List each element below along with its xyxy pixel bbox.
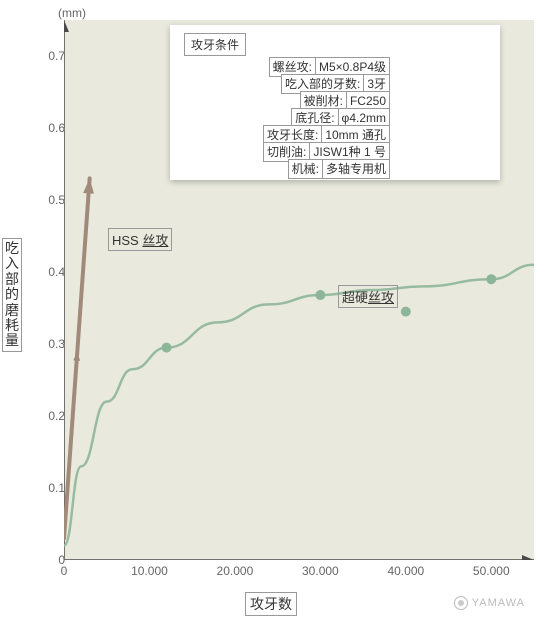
info-row: 底孔径:φ4.2mm bbox=[291, 108, 390, 126]
series-hss-label: HSS 丝攻 bbox=[108, 228, 172, 251]
info-box: 攻牙条件 螺丝攻:M5×0.8P4级吃入部的牙数:3牙被削材:FC250底孔径:… bbox=[170, 25, 500, 180]
watermark-text: YAMAWA bbox=[472, 597, 525, 609]
info-key: 机械: bbox=[288, 159, 323, 179]
info-row: 螺丝攻:M5×0.8P4级 bbox=[269, 57, 390, 75]
info-row: 被削材:FC250 bbox=[300, 91, 390, 109]
x-tick-label: 0 bbox=[61, 564, 68, 578]
y-tick-label: 0.4 bbox=[25, 265, 65, 279]
x-tick-label: 20.000 bbox=[217, 564, 254, 578]
y-tick-label: 0 bbox=[25, 553, 65, 567]
x-tick-label: 30.000 bbox=[302, 564, 339, 578]
info-val: 多轴专用机 bbox=[322, 159, 390, 179]
info-row: 攻牙长度:10mm 通孔 bbox=[263, 125, 390, 143]
info-row: 吃入部的牙数:3牙 bbox=[281, 74, 390, 92]
series-carbide-label-underlined: 丝攻 bbox=[368, 290, 394, 305]
watermark-icon bbox=[454, 596, 468, 610]
y-axis-title: 吃入部的磨耗量 bbox=[2, 238, 22, 352]
x-tick-label: 50.000 bbox=[473, 564, 510, 578]
y-tick-label: 0.6 bbox=[25, 121, 65, 135]
x-tick-label: 10.000 bbox=[131, 564, 168, 578]
info-box-title: 攻牙条件 bbox=[184, 33, 246, 56]
info-row: 机械:多轴专用机 bbox=[288, 159, 390, 177]
x-axis-title: 攻牙数 bbox=[245, 592, 297, 616]
y-tick-label: 0.5 bbox=[25, 193, 65, 207]
x-tick-label: 40.000 bbox=[387, 564, 424, 578]
info-row: 切削油:JISW1种 1 号 bbox=[263, 142, 390, 160]
y-tick-label: 0.2 bbox=[25, 409, 65, 423]
series-hss-label-underlined: 丝攻 bbox=[142, 233, 168, 248]
chart-page: (mm) 吃入部的磨耗量 0 0.1 0.2 0.3 0.4 0.5 0.6 0.7 0 10.… bbox=[0, 0, 543, 628]
series-carbide-label: 超硬丝攻 bbox=[338, 285, 398, 308]
unit-label: (mm) bbox=[58, 6, 86, 20]
y-tick-label: 0.1 bbox=[25, 481, 65, 495]
y-tick-label: 0.3 bbox=[25, 337, 65, 351]
y-tick-label: 0.7 bbox=[25, 49, 65, 63]
series-hss-label-prefix: HSS bbox=[112, 233, 142, 248]
watermark: YAMAWA bbox=[454, 596, 525, 610]
series-carbide-label-plain: 超硬 bbox=[342, 290, 368, 305]
